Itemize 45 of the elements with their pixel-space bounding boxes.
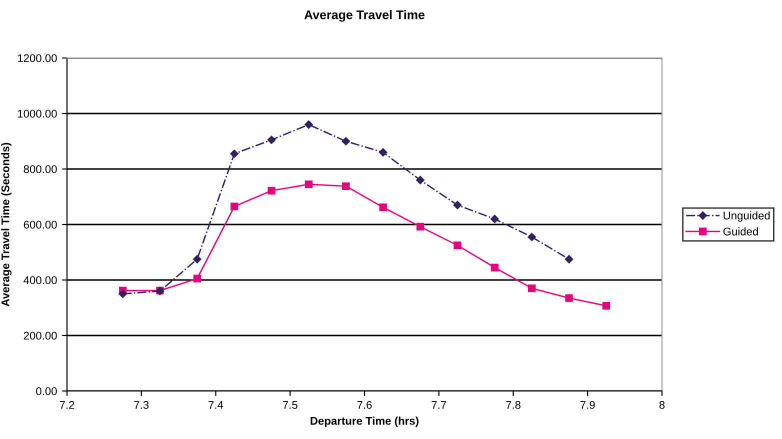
point — [528, 232, 536, 242]
y-tick-label: 600.00 — [24, 220, 57, 229]
x-tick-label: 7.5 — [282, 401, 298, 409]
x-axis-title: Departure Time (hrs) — [310, 416, 418, 427]
point — [342, 182, 350, 190]
x-tick-label: 7.4 — [208, 401, 224, 409]
point — [416, 176, 424, 184]
point — [602, 302, 610, 310]
chart-title: Average Travel Time — [304, 10, 425, 22]
y-tick-label: 400.00 — [24, 276, 57, 284]
legend-label: Guided — [723, 227, 758, 236]
y-tick-label: 0.00 — [36, 387, 57, 396]
x-tick-label: 7.2 — [60, 401, 74, 409]
point — [118, 290, 127, 298]
point — [230, 202, 238, 210]
point — [193, 255, 202, 264]
y-tick-label: 1000.00 — [18, 110, 57, 118]
point — [528, 284, 536, 292]
x-tick-label: 7.8 — [506, 401, 520, 409]
point — [416, 222, 424, 231]
y-tick-label: 200.00 — [24, 332, 57, 340]
point — [267, 136, 276, 144]
point — [193, 274, 201, 282]
legend-label: Unguided — [724, 211, 770, 222]
point — [268, 186, 276, 194]
point — [453, 200, 462, 210]
point — [379, 203, 387, 212]
point — [304, 120, 313, 129]
x-tick-label: 7.6 — [357, 401, 372, 409]
point — [490, 214, 499, 224]
x-tick-label: 7.9 — [580, 401, 595, 409]
point — [342, 137, 350, 146]
y-tick-label: 800.00 — [24, 165, 57, 174]
point — [564, 255, 574, 264]
point — [454, 241, 462, 250]
point — [378, 148, 388, 156]
x-tick-label: 7.7 — [432, 401, 446, 409]
y-tick-label: 1200.00 — [18, 54, 57, 62]
point — [304, 180, 313, 188]
x-tick-label: 8 — [659, 401, 665, 409]
point — [230, 150, 238, 158]
y-axis-title: Average Travel Time (Seconds) — [1, 142, 12, 306]
x-tick-label: 7.3 — [134, 401, 149, 409]
point — [565, 294, 573, 302]
point — [490, 264, 498, 272]
